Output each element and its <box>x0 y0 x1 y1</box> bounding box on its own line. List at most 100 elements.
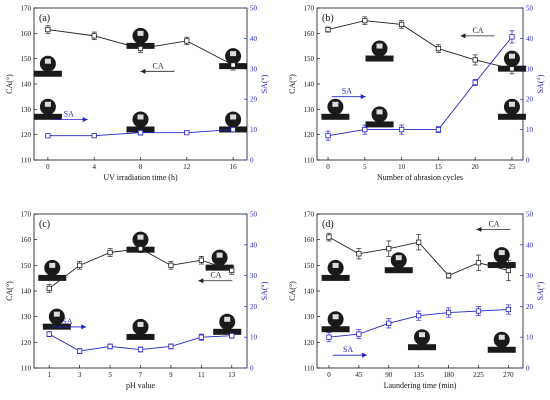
annotation-text: SA <box>342 87 352 96</box>
x-tick-label: 5 <box>363 163 367 171</box>
chart-panel-2: 110 120 130 140 150 160 170 0 10 20 30 40 50 0 5 10 15 20… <box>288 5 545 183</box>
y-left-tick-label: 170 <box>21 5 32 13</box>
data-point-sa <box>399 127 405 133</box>
droplet-image <box>497 98 526 120</box>
y-left-tick-label: 130 <box>21 106 32 114</box>
droplet-highlight <box>498 250 505 256</box>
y-right-tick-label: 0 <box>526 157 530 165</box>
x-tick-label: 13 <box>228 371 236 379</box>
droplet-highlight <box>376 109 383 115</box>
data-point-sa <box>137 130 144 136</box>
data-point-sa <box>46 331 52 337</box>
y-right-tick-label: 40 <box>250 35 258 43</box>
annotation-arrowhead <box>198 278 204 284</box>
annotation-text: SA <box>343 345 353 354</box>
x-tick-label: 90 <box>385 371 393 379</box>
y-left-tick-label: 140 <box>304 288 315 296</box>
panel-label: (b) <box>322 13 334 24</box>
data-point-sa <box>229 333 235 339</box>
data-point-ca <box>198 257 204 263</box>
x-tick-label: 15 <box>435 163 443 171</box>
droplet-highlight <box>44 58 51 64</box>
series-line-sa <box>327 36 513 137</box>
y-right-tick-label: 50 <box>250 211 258 219</box>
droplet-substrate <box>497 113 526 120</box>
x-tick-label: 20 <box>472 163 480 171</box>
x-tick-label: 270 <box>503 371 514 379</box>
droplet-image <box>33 55 62 77</box>
x-tick-label: 0 <box>327 371 331 379</box>
droplet-highlight <box>53 311 60 317</box>
data-point-sa <box>184 130 190 136</box>
panel-label: (c) <box>39 219 50 230</box>
y-right-axis-label: SA(°) <box>260 281 269 300</box>
droplet-body <box>39 55 56 72</box>
data-point-sa <box>326 334 332 340</box>
y-right-tick-label: 40 <box>526 35 534 43</box>
droplet-substrate <box>205 264 234 271</box>
data-point-sa <box>198 334 204 340</box>
x-tick-label: 10 <box>398 163 406 171</box>
droplet-image <box>126 111 155 133</box>
droplet-image <box>205 249 234 271</box>
y-left-tick-label: 120 <box>304 131 315 139</box>
y-left-tick-label: 170 <box>304 211 315 219</box>
x-tick-label: 0 <box>46 163 50 171</box>
data-point-sa <box>509 34 515 40</box>
x-axis-label: Laundering time (min) <box>384 381 457 390</box>
data-point-sa <box>505 306 511 313</box>
data-point-ca <box>229 267 235 274</box>
droplet-substrate <box>487 262 516 269</box>
x-tick-label: 225 <box>473 371 484 379</box>
droplet-highlight <box>332 262 339 268</box>
annotation-sa: SA <box>332 345 367 358</box>
y-left-axis-label: CA(°) <box>5 281 14 301</box>
annotation-ca: CA <box>140 61 175 74</box>
droplet-body <box>503 50 520 67</box>
x-tick-label: 16 <box>230 163 238 171</box>
x-tick-label: 0 <box>326 163 330 171</box>
y-right-tick-label: 20 <box>526 96 534 104</box>
y-left-tick-label: 150 <box>21 262 32 270</box>
annotation-arrowhead <box>460 33 466 39</box>
y-right-tick-label: 10 <box>526 126 534 134</box>
data-point-ca <box>45 26 51 33</box>
annotation-arrowhead <box>361 352 367 358</box>
x-axis-label: Number of abrasion cycles <box>377 173 463 182</box>
droplet-image <box>321 311 350 333</box>
data-point-ca <box>91 33 97 39</box>
data-point-sa <box>435 127 441 133</box>
data-point-ca <box>137 246 144 252</box>
droplet-highlight <box>137 321 144 327</box>
droplet-substrate <box>126 126 155 133</box>
droplet-image <box>321 259 350 281</box>
y-left-tick-label: 130 <box>304 106 315 114</box>
droplet-substrate <box>407 344 436 351</box>
y-left-tick-label: 160 <box>304 236 315 244</box>
annotation-text: CA <box>210 271 221 280</box>
droplet-substrate <box>38 274 67 281</box>
droplet-substrate <box>365 55 394 62</box>
data-point-sa <box>77 348 83 354</box>
data-point-ca <box>472 57 478 63</box>
y-left-tick-label: 160 <box>21 236 32 244</box>
annotation-text: SA <box>62 317 72 326</box>
x-tick-label: 4 <box>92 163 96 171</box>
data-point-sa <box>168 343 174 350</box>
annotation-arrowhead <box>82 116 88 122</box>
y-left-axis-label: CA(°) <box>5 74 14 94</box>
y-left-tick-label: 150 <box>21 55 32 63</box>
y-right-tick-label: 10 <box>250 126 258 134</box>
y-left-tick-label: 150 <box>304 55 315 63</box>
data-point-ca <box>325 26 331 33</box>
y-right-tick-label: 20 <box>250 303 258 311</box>
data-point-sa <box>386 320 392 326</box>
droplet-image <box>321 98 350 120</box>
droplet-image <box>365 106 394 128</box>
droplet-substrate <box>365 121 394 128</box>
droplet-image <box>407 329 436 351</box>
chart-panel-4: 110 120 130 140 150 160 170 0 10 20 30 40 50 0 45 90 135… <box>288 211 545 391</box>
y-right-tick-label: 0 <box>526 365 530 373</box>
data-point-ca <box>505 267 511 274</box>
